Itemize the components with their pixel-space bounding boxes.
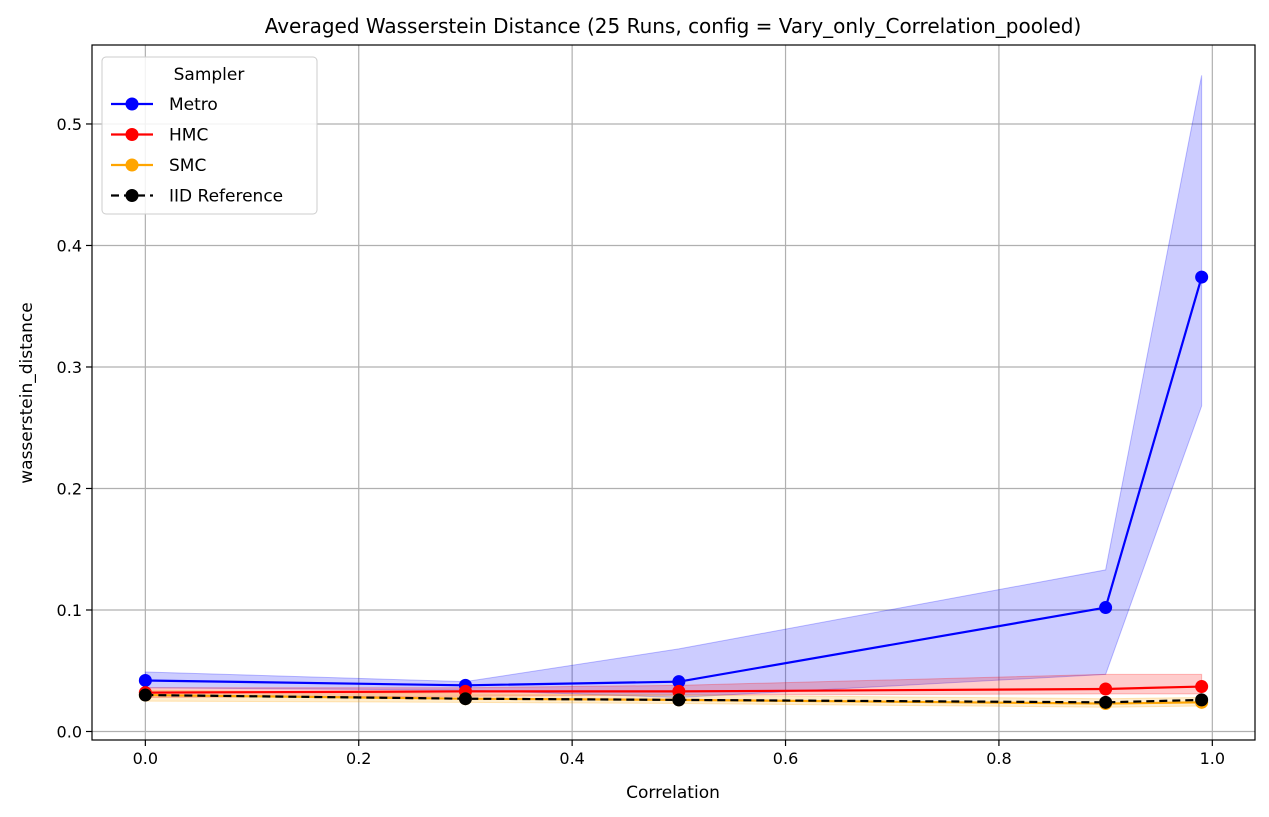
legend-marker <box>125 128 139 141</box>
x-tick-label: 0.4 <box>559 749 584 768</box>
y-tick-label: 0.0 <box>57 722 82 741</box>
legend[interactable]: Sampler Metro HMC SMC IID Reference <box>101 56 318 215</box>
data-point <box>138 673 152 687</box>
legend-label: HMC <box>169 126 208 146</box>
legend-marker <box>125 189 139 202</box>
data-point <box>672 675 686 689</box>
legend-marker <box>125 158 139 172</box>
x-tick-label: 0.2 <box>346 749 371 768</box>
legend-label: Metro <box>169 95 218 115</box>
y-axis-label: wasserstein_distance <box>17 302 37 484</box>
series-markers <box>138 270 1209 711</box>
data-point <box>672 693 686 707</box>
legend-box <box>101 56 318 215</box>
data-point <box>1099 601 1113 615</box>
legend-title: Sampler <box>174 65 245 85</box>
chart-title: Averaged Wasserstein Distance (25 Runs, … <box>265 14 1082 38</box>
legend-marker <box>125 97 139 111</box>
legend-label: IID Reference <box>169 187 283 207</box>
x-tick-label: 0.6 <box>773 749 798 768</box>
x-axis-label: Correlation <box>626 783 720 803</box>
x-tick-label: 0.8 <box>986 749 1011 768</box>
y-tick-label: 0.2 <box>57 479 82 498</box>
y-tick-label: 0.1 <box>57 601 82 620</box>
x-tick-label: 0.0 <box>133 749 158 768</box>
data-point <box>1099 682 1113 696</box>
x-tick-label: 1.0 <box>1200 749 1225 768</box>
data-point <box>1099 695 1113 709</box>
confidence-band <box>144 75 1203 698</box>
legend-label: SMC <box>169 156 206 176</box>
data-point <box>458 692 472 706</box>
plot-frame <box>91 44 1256 741</box>
y-tick-label: 0.4 <box>57 236 82 255</box>
axis-ticks: 0.0 0.2 0.4 0.6 0.8 1.0 0.0 0.1 0.2 0.3 0.4 0.5 <box>57 115 1226 768</box>
y-tick-label: 0.5 <box>57 115 82 134</box>
y-tick-label: 0.3 <box>57 358 82 377</box>
data-point <box>138 688 152 702</box>
data-point <box>1195 270 1209 284</box>
data-point <box>1195 693 1209 707</box>
data-point <box>1195 680 1209 694</box>
